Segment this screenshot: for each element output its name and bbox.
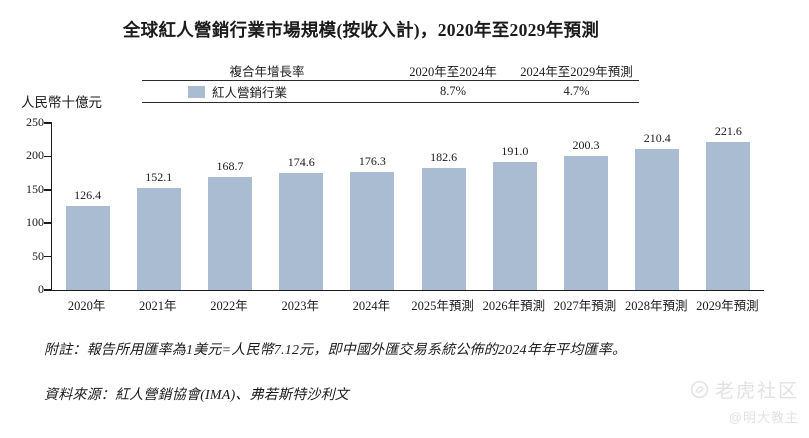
bar-value-label: 221.6	[714, 123, 742, 138]
series-legend: 紅人營銷行業	[142, 82, 392, 101]
y-tick-label: 0	[38, 282, 44, 296]
bar-slot: 200.3	[550, 123, 621, 290]
data-source-note: 資料來源：紅人營銷協會(IMA)、弗若斯特沙利文	[44, 388, 349, 403]
series-color-swatch	[188, 85, 205, 98]
y-tick-label: 200	[26, 148, 44, 163]
chart-title: 全球紅人營銷行業市場規模(按收入計)，2020年至2029年預測	[122, 20, 600, 40]
bar-slot: 176.3	[337, 123, 408, 290]
bars-container: 126.4 152.1 168.7 174.6 176.3 182.6 191.0 200.3…	[52, 123, 764, 290]
bar-value-label: 176.3	[358, 154, 386, 169]
y-tick-label: 50	[32, 248, 44, 263]
bar	[706, 141, 751, 290]
bar-value-label: 182.6	[430, 150, 458, 165]
x-axis-labels: 2020年 2021年 2022年 2023年 2024年 2025年預測 2026年預測 2…	[51, 295, 763, 314]
bar	[65, 205, 110, 290]
x-axis-label: 2029年預測	[696, 299, 759, 313]
bar	[492, 162, 537, 290]
x-axis-label: 2023年	[281, 299, 319, 313]
watermark-brand-row: 老虎社区	[690, 376, 799, 403]
cagr-period2-value: 4.7%	[563, 84, 590, 98]
y-tick-label: 100	[26, 215, 44, 230]
cagr-header-label: 複合年增長率	[229, 65, 305, 79]
bar-slot: 210.4	[622, 123, 693, 290]
cagr-table: 複合年增長率 2020年至2024年 2024年至2029年預測 紅人營銷行業 …	[142, 61, 639, 103]
x-axis-label: 2027年預測	[553, 299, 617, 313]
bar-slot: 182.6	[408, 123, 479, 290]
bar	[421, 168, 466, 290]
tiger-logo-icon	[690, 380, 709, 399]
bar-value-label: 174.6	[287, 155, 315, 170]
y-tick-mark	[44, 222, 52, 224]
bar	[279, 173, 324, 290]
bar-value-label: 168.7	[216, 159, 244, 174]
y-tick-mark	[44, 189, 52, 191]
bar-value-label: 126.4	[74, 187, 102, 202]
x-axis-label: 2026年預測	[482, 299, 546, 313]
y-tick-label: 250	[26, 115, 44, 129]
x-axis-label: 2020年	[67, 299, 106, 313]
y-tick-mark	[44, 122, 52, 124]
bar	[208, 177, 252, 290]
x-axis-label: 2025年預測	[411, 299, 474, 313]
bar-slot: 168.7	[194, 123, 265, 290]
cagr-period2-header: 2024年至2029年預測	[520, 65, 633, 79]
bar-slot: 221.6	[693, 123, 764, 290]
bar	[350, 172, 395, 290]
bar	[564, 156, 609, 290]
y-tick-mark	[44, 289, 52, 291]
bar-value-label: 200.3	[572, 138, 600, 153]
bar	[136, 188, 181, 290]
cagr-period1-header: 2020年至2024年	[409, 65, 497, 79]
watermark-brand: 老虎社区	[714, 381, 799, 402]
x-axis-label: 2021年	[139, 299, 177, 313]
bar-slot: 174.6	[266, 123, 337, 290]
cagr-table-data-row: 紅人營銷行業 8.7% 4.7%	[142, 81, 639, 103]
cagr-table-header-row: 複合年增長率 2020年至2024年 2024年至2029年預測	[142, 61, 639, 81]
x-axis-label: 2024年	[352, 299, 391, 313]
bar-slot: 126.4	[52, 123, 123, 290]
y-axis-unit-label: 人民幣十億元	[21, 95, 102, 110]
y-tick-label: 150	[26, 181, 44, 196]
bar-slot: 152.1	[123, 123, 194, 290]
watermark-username: @明大教主	[728, 410, 799, 425]
cagr-period1-value: 8.7%	[439, 84, 467, 98]
x-axis-label: 2022年	[210, 299, 248, 313]
plot-area: 126.4 152.1 168.7 174.6 176.3 182.6 191.0 200.3…	[26, 115, 764, 296]
bar-value-label: 152.1	[145, 170, 173, 185]
bar	[635, 149, 680, 290]
bar-value-label: 191.0	[501, 144, 529, 159]
y-tick-mark	[44, 155, 52, 158]
bar-slot: 191.0	[479, 123, 550, 290]
watermark: 老虎社区 @明大教主	[690, 376, 799, 426]
bar-value-label: 210.4	[643, 131, 671, 146]
x-axis-label: 2028年預測	[624, 299, 688, 313]
y-tick-mark	[44, 255, 52, 258]
series-label: 紅人營銷行業	[212, 86, 288, 100]
exchange-rate-note: 附註：報告所用匯率為1美元=人民幣7.12元，即中國外匯交易系統公佈的2024年…	[44, 343, 627, 358]
